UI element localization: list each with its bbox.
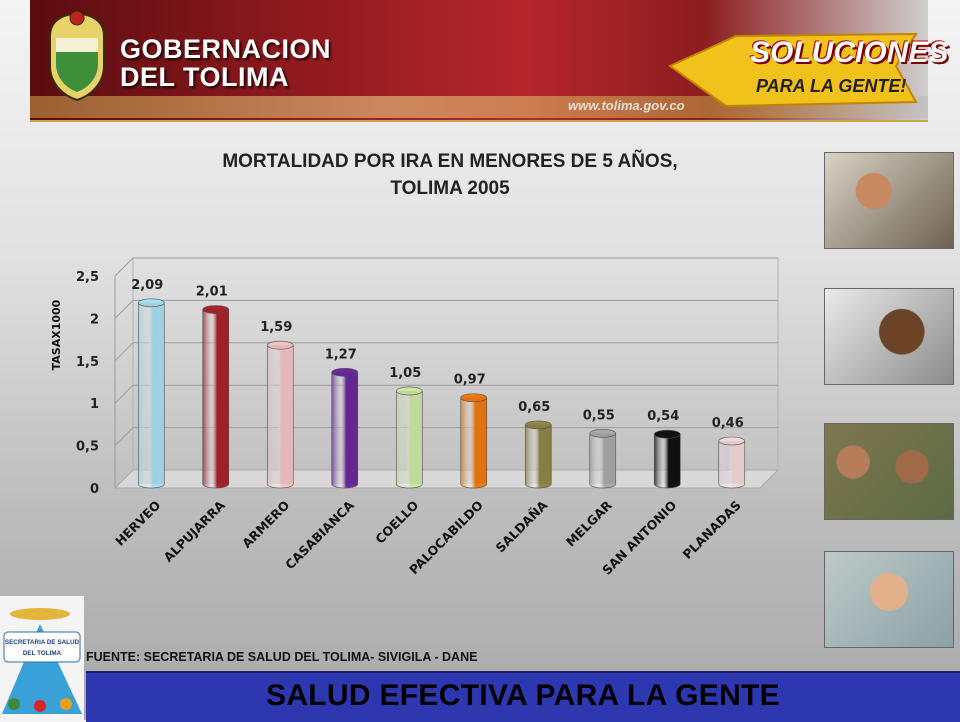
data-label: 2,09 <box>131 278 163 293</box>
bar-top <box>266 340 294 350</box>
bar-melgar <box>589 433 617 489</box>
bar-top <box>589 429 617 438</box>
y-tick-label: 2,5 <box>76 270 99 285</box>
x-tick-label: HERVEO <box>112 498 163 549</box>
slogan-subtitle: PARA LA GENTE! <box>756 76 907 96</box>
logo-line1: SECRETARIA DE SALUD <box>5 639 80 646</box>
chart-title-line2: TOLIMA 2005 <box>390 178 510 199</box>
x-tick-label: MELGAR <box>563 497 615 549</box>
data-label: 0,54 <box>647 409 679 424</box>
slogan-title: SOLUCIONES <box>750 36 949 69</box>
bar-top <box>653 429 681 439</box>
bar-shade <box>654 434 681 484</box>
gridline <box>114 384 778 404</box>
bar-palocabildo <box>460 397 488 489</box>
website-url: www.tolima.gov.co <box>568 98 685 113</box>
chart-title-line1: MORTALIDAD POR IRA EN MENORES DE 5 AÑOS, <box>222 151 678 172</box>
y-axis-label: TASAX1000 <box>50 299 63 370</box>
slogan-badge <box>668 32 918 108</box>
chart-title: MORTALIDAD POR IRA EN MENORES DE 5 AÑOS,… <box>100 148 800 202</box>
bar-shade <box>331 372 358 484</box>
chart-back-wall <box>132 257 779 471</box>
data-label: 0,46 <box>712 416 744 431</box>
y-tick-label: 1,5 <box>76 355 99 370</box>
bar-planadas <box>718 440 746 489</box>
bar-top <box>460 393 488 403</box>
coat-of-arms-icon <box>49 10 105 102</box>
bar-top <box>331 368 359 377</box>
bar-casabianca <box>331 372 359 489</box>
secretaria-salud-logo: SECRETARIA DE SALUD DEL TOLIMA <box>0 596 84 720</box>
photo-smiling-child <box>824 551 954 648</box>
bar-top <box>524 420 552 430</box>
bar-shade <box>525 424 552 484</box>
bar-alpujarra <box>202 309 230 489</box>
photo-child-checkup <box>824 288 954 385</box>
data-label: 0,65 <box>518 400 550 415</box>
gridline <box>114 427 778 446</box>
bar-shade <box>138 302 165 484</box>
y-tick-label: 0,5 <box>76 440 99 455</box>
x-tick-label: ARMERO <box>239 498 292 551</box>
bar-top <box>202 305 230 314</box>
footer-bar: SALUD EFECTIVA PARA LA GENTE <box>86 671 960 722</box>
bar-shade <box>589 433 616 484</box>
data-label: 1,59 <box>260 320 292 335</box>
bar-shade <box>267 345 294 484</box>
x-tick-label: ALPUJARRA <box>161 497 229 565</box>
bar-top <box>718 436 746 446</box>
bar-top <box>137 298 165 308</box>
x-tick-label: COELLO <box>372 498 421 547</box>
data-label: 0,97 <box>454 373 486 388</box>
header-title-line2: DEL TOLIMA <box>120 62 290 92</box>
y-tick-label: 0 <box>90 482 99 497</box>
x-tick-label: CASABIANCA <box>282 497 357 572</box>
bar-herveo <box>137 302 165 489</box>
gridline <box>114 342 778 362</box>
photo-children-group <box>824 423 954 520</box>
logo-line2: DEL TOLIMA <box>23 650 62 657</box>
source-note: FUENTE: SECRETARIA DE SALUD DEL TOLIMA- … <box>86 650 478 664</box>
bar-top <box>395 386 423 396</box>
footer-slogan: SALUD EFECTIVA PARA LA GENTE <box>266 679 780 712</box>
banner-stripe <box>30 96 928 118</box>
gridline <box>114 299 778 319</box>
data-label: 0,55 <box>583 408 615 423</box>
photo-mother-baby <box>824 152 954 249</box>
data-label: 2,01 <box>196 285 228 300</box>
bar-coello <box>395 390 423 489</box>
bar-armero <box>266 344 294 489</box>
x-tick-label: SALDAÑA <box>493 497 551 555</box>
x-tick-label: PLANADAS <box>680 498 744 562</box>
y-tick-label: 1 <box>90 397 99 412</box>
data-label: 1,05 <box>389 366 421 381</box>
bar-shade <box>718 440 745 484</box>
y-tick-label: 2 <box>90 312 99 327</box>
data-label: 1,27 <box>325 347 357 362</box>
bar-shade <box>396 390 423 484</box>
bar-san-antonio <box>653 433 681 489</box>
header-title-line1: GOBERNACION <box>120 34 332 64</box>
gridline <box>114 257 778 277</box>
bar-shade <box>460 397 487 484</box>
bar-shade <box>202 309 229 484</box>
bar-salda-a <box>524 424 552 489</box>
header-banner: GOBERNACION DEL TOLIMA SOLUCIONES PARA L… <box>30 0 948 122</box>
